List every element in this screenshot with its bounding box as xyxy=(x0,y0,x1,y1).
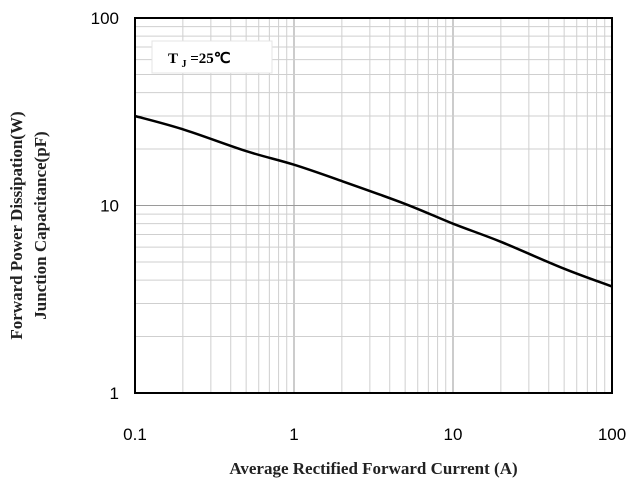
annotation-rest: =25℃ xyxy=(190,51,231,67)
temperature-annotation: T J =25℃ xyxy=(151,40,273,74)
annotation-box xyxy=(151,40,273,74)
y-tick-labels: 1 10 100 xyxy=(91,9,119,403)
annotation-main: T xyxy=(168,51,178,67)
x-axis-title: Average Rectified Forward Current (A) xyxy=(229,459,517,478)
x-tick-label: 100 xyxy=(598,425,626,444)
plot-frame xyxy=(134,17,613,394)
x-tick-label: 10 xyxy=(444,425,463,444)
y-axis-title: Forward Power Dissipation(W) xyxy=(7,111,26,339)
y-tick-label: 100 xyxy=(91,9,119,28)
x-tick-label: 0.1 xyxy=(123,425,147,444)
y-tick-label: 10 xyxy=(100,197,119,216)
series-line xyxy=(134,114,613,288)
annotation-subscript: J xyxy=(181,59,186,70)
y-axis-title: Junction Capacitance(pF) xyxy=(31,131,50,319)
x-tick-label: 1 xyxy=(289,425,298,444)
y-tick-label: 1 xyxy=(110,384,119,403)
x-tick-labels: 0.1 1 10 100 xyxy=(123,425,626,444)
grid-lines xyxy=(135,18,612,393)
y-axis-titles: Forward Power Dissipation(W) Junction Cap… xyxy=(7,111,50,339)
annotation-label: T J =25℃ xyxy=(168,51,231,71)
